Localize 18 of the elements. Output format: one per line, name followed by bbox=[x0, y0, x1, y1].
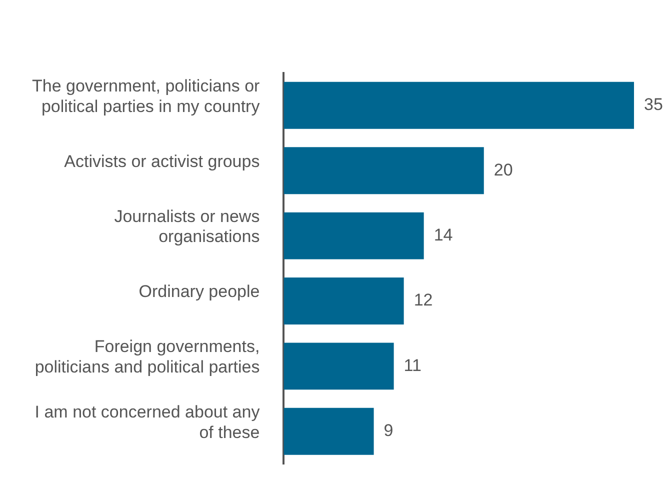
bar bbox=[284, 408, 374, 455]
data-label: 12 bbox=[414, 290, 433, 310]
y-tick-label: Journalists or news organisations bbox=[114, 206, 260, 246]
data-label: 35 bbox=[644, 95, 663, 114]
y-tick-label: The government, politicians or political parties in my country bbox=[32, 76, 260, 116]
bar bbox=[284, 342, 394, 390]
y-tick-label: I am not concerned about any of these bbox=[34, 402, 260, 442]
data-label: 11 bbox=[404, 356, 422, 375]
bar bbox=[284, 212, 424, 260]
y-tick-label: Foreign governments, politicians and political parties bbox=[34, 337, 260, 377]
bar bbox=[284, 82, 634, 129]
data-label: 9 bbox=[384, 421, 394, 440]
data-label: 14 bbox=[434, 225, 453, 244]
y-tick-label: Ordinary people bbox=[138, 282, 260, 302]
bar bbox=[284, 147, 484, 194]
bar bbox=[284, 278, 404, 324]
data-label: 20 bbox=[494, 160, 513, 180]
y-tick-label: Activists or activist groups bbox=[64, 152, 260, 171]
